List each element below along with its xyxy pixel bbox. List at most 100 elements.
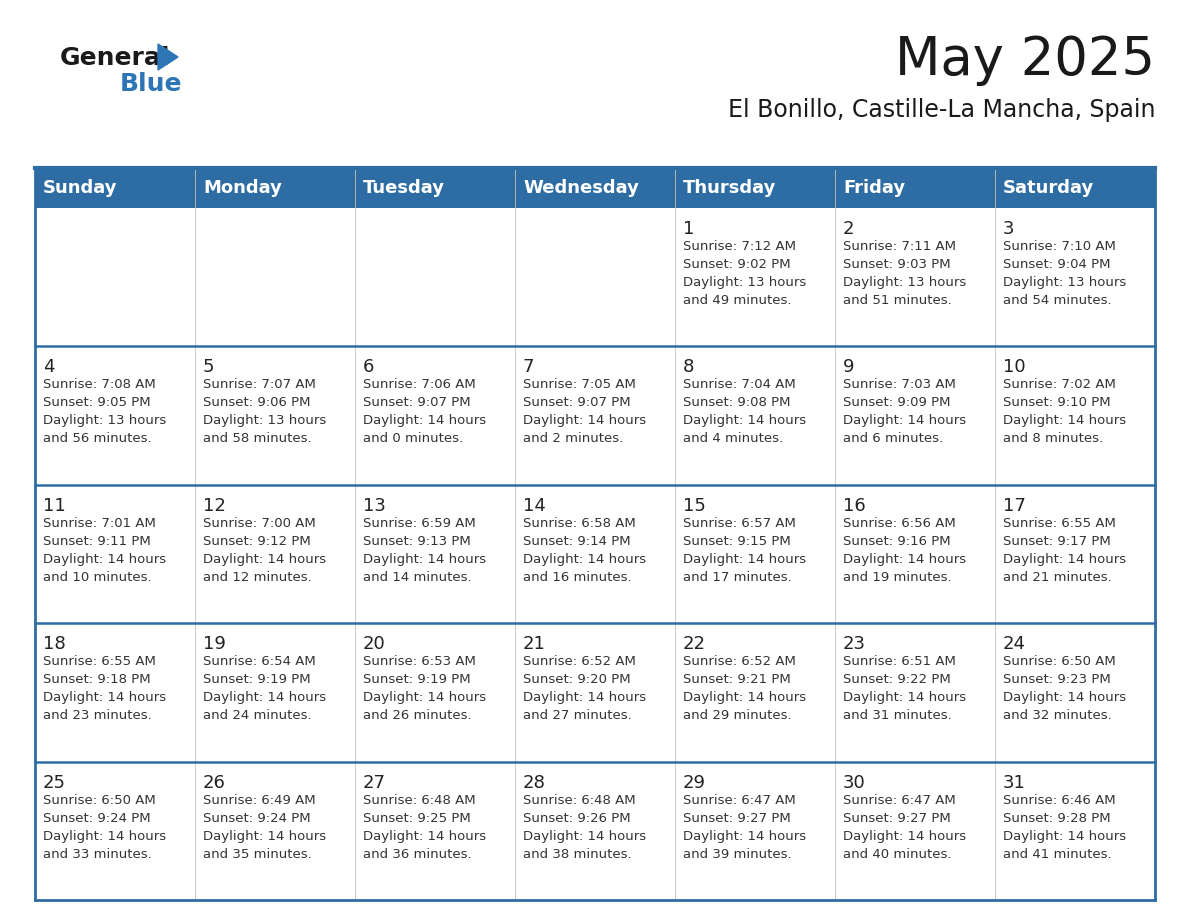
Text: Sunrise: 6:48 AM: Sunrise: 6:48 AM <box>523 793 636 807</box>
Text: 15: 15 <box>683 497 706 515</box>
Text: Sunrise: 6:46 AM: Sunrise: 6:46 AM <box>1003 793 1116 807</box>
Text: Sunset: 9:13 PM: Sunset: 9:13 PM <box>364 535 470 548</box>
Text: Daylight: 14 hours: Daylight: 14 hours <box>843 414 966 428</box>
Text: and 0 minutes.: and 0 minutes. <box>364 432 463 445</box>
Text: 1: 1 <box>683 220 694 238</box>
Text: Sunrise: 6:52 AM: Sunrise: 6:52 AM <box>683 655 796 668</box>
Text: Daylight: 14 hours: Daylight: 14 hours <box>364 414 486 428</box>
Text: Daylight: 14 hours: Daylight: 14 hours <box>523 691 646 704</box>
Text: Daylight: 14 hours: Daylight: 14 hours <box>843 830 966 843</box>
Text: and 35 minutes.: and 35 minutes. <box>203 847 311 860</box>
Text: 25: 25 <box>43 774 67 791</box>
Text: Sunrise: 7:10 AM: Sunrise: 7:10 AM <box>1003 240 1116 253</box>
Text: Thursday: Thursday <box>683 179 777 197</box>
Text: Sunrise: 6:50 AM: Sunrise: 6:50 AM <box>43 793 156 807</box>
Text: 31: 31 <box>1003 774 1026 791</box>
Text: Daylight: 13 hours: Daylight: 13 hours <box>1003 276 1126 289</box>
Text: and 40 minutes.: and 40 minutes. <box>843 847 952 860</box>
Text: Daylight: 14 hours: Daylight: 14 hours <box>1003 691 1126 704</box>
Text: Blue: Blue <box>120 72 183 96</box>
Text: Daylight: 13 hours: Daylight: 13 hours <box>843 276 966 289</box>
Text: Sunset: 9:06 PM: Sunset: 9:06 PM <box>203 397 310 409</box>
Text: Sunrise: 6:59 AM: Sunrise: 6:59 AM <box>364 517 475 530</box>
Text: Sunset: 9:21 PM: Sunset: 9:21 PM <box>683 673 791 686</box>
Text: Daylight: 13 hours: Daylight: 13 hours <box>203 414 327 428</box>
Text: Sunrise: 6:57 AM: Sunrise: 6:57 AM <box>683 517 796 530</box>
Text: Daylight: 14 hours: Daylight: 14 hours <box>523 830 646 843</box>
Text: and 29 minutes.: and 29 minutes. <box>683 710 791 722</box>
Polygon shape <box>158 44 178 70</box>
Text: Daylight: 14 hours: Daylight: 14 hours <box>43 830 166 843</box>
Text: Daylight: 14 hours: Daylight: 14 hours <box>203 691 327 704</box>
Text: Sunset: 9:09 PM: Sunset: 9:09 PM <box>843 397 950 409</box>
Text: Daylight: 13 hours: Daylight: 13 hours <box>43 414 166 428</box>
Text: Sunset: 9:22 PM: Sunset: 9:22 PM <box>843 673 950 686</box>
Text: Sunset: 9:05 PM: Sunset: 9:05 PM <box>43 397 151 409</box>
Text: Wednesday: Wednesday <box>523 179 639 197</box>
Text: 3: 3 <box>1003 220 1015 238</box>
Text: and 58 minutes.: and 58 minutes. <box>203 432 311 445</box>
Text: Daylight: 14 hours: Daylight: 14 hours <box>1003 830 1126 843</box>
Text: Sunset: 9:16 PM: Sunset: 9:16 PM <box>843 535 950 548</box>
Text: 28: 28 <box>523 774 545 791</box>
Bar <box>34 623 1155 762</box>
Bar <box>34 346 1155 485</box>
Text: and 56 minutes.: and 56 minutes. <box>43 432 152 445</box>
Text: and 39 minutes.: and 39 minutes. <box>683 847 791 860</box>
Text: Sunrise: 6:54 AM: Sunrise: 6:54 AM <box>203 655 316 668</box>
Text: Sunrise: 7:06 AM: Sunrise: 7:06 AM <box>364 378 475 391</box>
Text: Sunset: 9:27 PM: Sunset: 9:27 PM <box>843 812 950 824</box>
Text: Sunset: 9:28 PM: Sunset: 9:28 PM <box>1003 812 1111 824</box>
Text: and 17 minutes.: and 17 minutes. <box>683 571 791 584</box>
Text: 2: 2 <box>843 220 854 238</box>
Text: 27: 27 <box>364 774 386 791</box>
Text: Sunday: Sunday <box>43 179 118 197</box>
Text: Sunrise: 6:49 AM: Sunrise: 6:49 AM <box>203 793 316 807</box>
Text: 6: 6 <box>364 358 374 376</box>
Text: Daylight: 14 hours: Daylight: 14 hours <box>364 691 486 704</box>
Text: and 2 minutes.: and 2 minutes. <box>523 432 624 445</box>
Text: 18: 18 <box>43 635 65 654</box>
Text: 20: 20 <box>364 635 386 654</box>
Text: 21: 21 <box>523 635 545 654</box>
Text: and 41 minutes.: and 41 minutes. <box>1003 847 1112 860</box>
Text: 12: 12 <box>203 497 226 515</box>
Text: Daylight: 14 hours: Daylight: 14 hours <box>843 553 966 565</box>
Text: Sunset: 9:24 PM: Sunset: 9:24 PM <box>43 812 151 824</box>
Bar <box>34 762 1155 900</box>
Text: Sunrise: 6:48 AM: Sunrise: 6:48 AM <box>364 793 475 807</box>
Text: Sunrise: 6:52 AM: Sunrise: 6:52 AM <box>523 655 636 668</box>
Text: Sunrise: 6:55 AM: Sunrise: 6:55 AM <box>43 655 156 668</box>
Text: 30: 30 <box>843 774 866 791</box>
Text: Monday: Monday <box>203 179 282 197</box>
Text: and 21 minutes.: and 21 minutes. <box>1003 571 1112 584</box>
Bar <box>34 485 1155 623</box>
Text: Sunset: 9:17 PM: Sunset: 9:17 PM <box>1003 535 1111 548</box>
Text: Daylight: 14 hours: Daylight: 14 hours <box>843 691 966 704</box>
Text: Sunrise: 7:11 AM: Sunrise: 7:11 AM <box>843 240 956 253</box>
Text: Sunrise: 6:47 AM: Sunrise: 6:47 AM <box>843 793 956 807</box>
Text: Sunrise: 6:53 AM: Sunrise: 6:53 AM <box>364 655 476 668</box>
Text: 8: 8 <box>683 358 694 376</box>
Text: and 10 minutes.: and 10 minutes. <box>43 571 152 584</box>
Text: Sunset: 9:26 PM: Sunset: 9:26 PM <box>523 812 631 824</box>
Text: Daylight: 14 hours: Daylight: 14 hours <box>43 691 166 704</box>
Text: Sunrise: 7:05 AM: Sunrise: 7:05 AM <box>523 378 636 391</box>
Text: Sunset: 9:20 PM: Sunset: 9:20 PM <box>523 673 631 686</box>
Text: 17: 17 <box>1003 497 1026 515</box>
Text: Daylight: 14 hours: Daylight: 14 hours <box>203 553 327 565</box>
Text: and 4 minutes.: and 4 minutes. <box>683 432 783 445</box>
Text: Sunset: 9:03 PM: Sunset: 9:03 PM <box>843 258 950 271</box>
Text: and 36 minutes.: and 36 minutes. <box>364 847 472 860</box>
Text: Daylight: 14 hours: Daylight: 14 hours <box>683 691 807 704</box>
Text: 7: 7 <box>523 358 535 376</box>
Text: Sunset: 9:10 PM: Sunset: 9:10 PM <box>1003 397 1111 409</box>
Text: and 23 minutes.: and 23 minutes. <box>43 710 152 722</box>
Text: and 54 minutes.: and 54 minutes. <box>1003 294 1112 307</box>
Text: Daylight: 14 hours: Daylight: 14 hours <box>1003 553 1126 565</box>
Text: El Bonillo, Castille-La Mancha, Spain: El Bonillo, Castille-La Mancha, Spain <box>727 98 1155 122</box>
Text: Tuesday: Tuesday <box>364 179 446 197</box>
Bar <box>34 168 1155 208</box>
Text: 14: 14 <box>523 497 545 515</box>
Text: and 24 minutes.: and 24 minutes. <box>203 710 311 722</box>
